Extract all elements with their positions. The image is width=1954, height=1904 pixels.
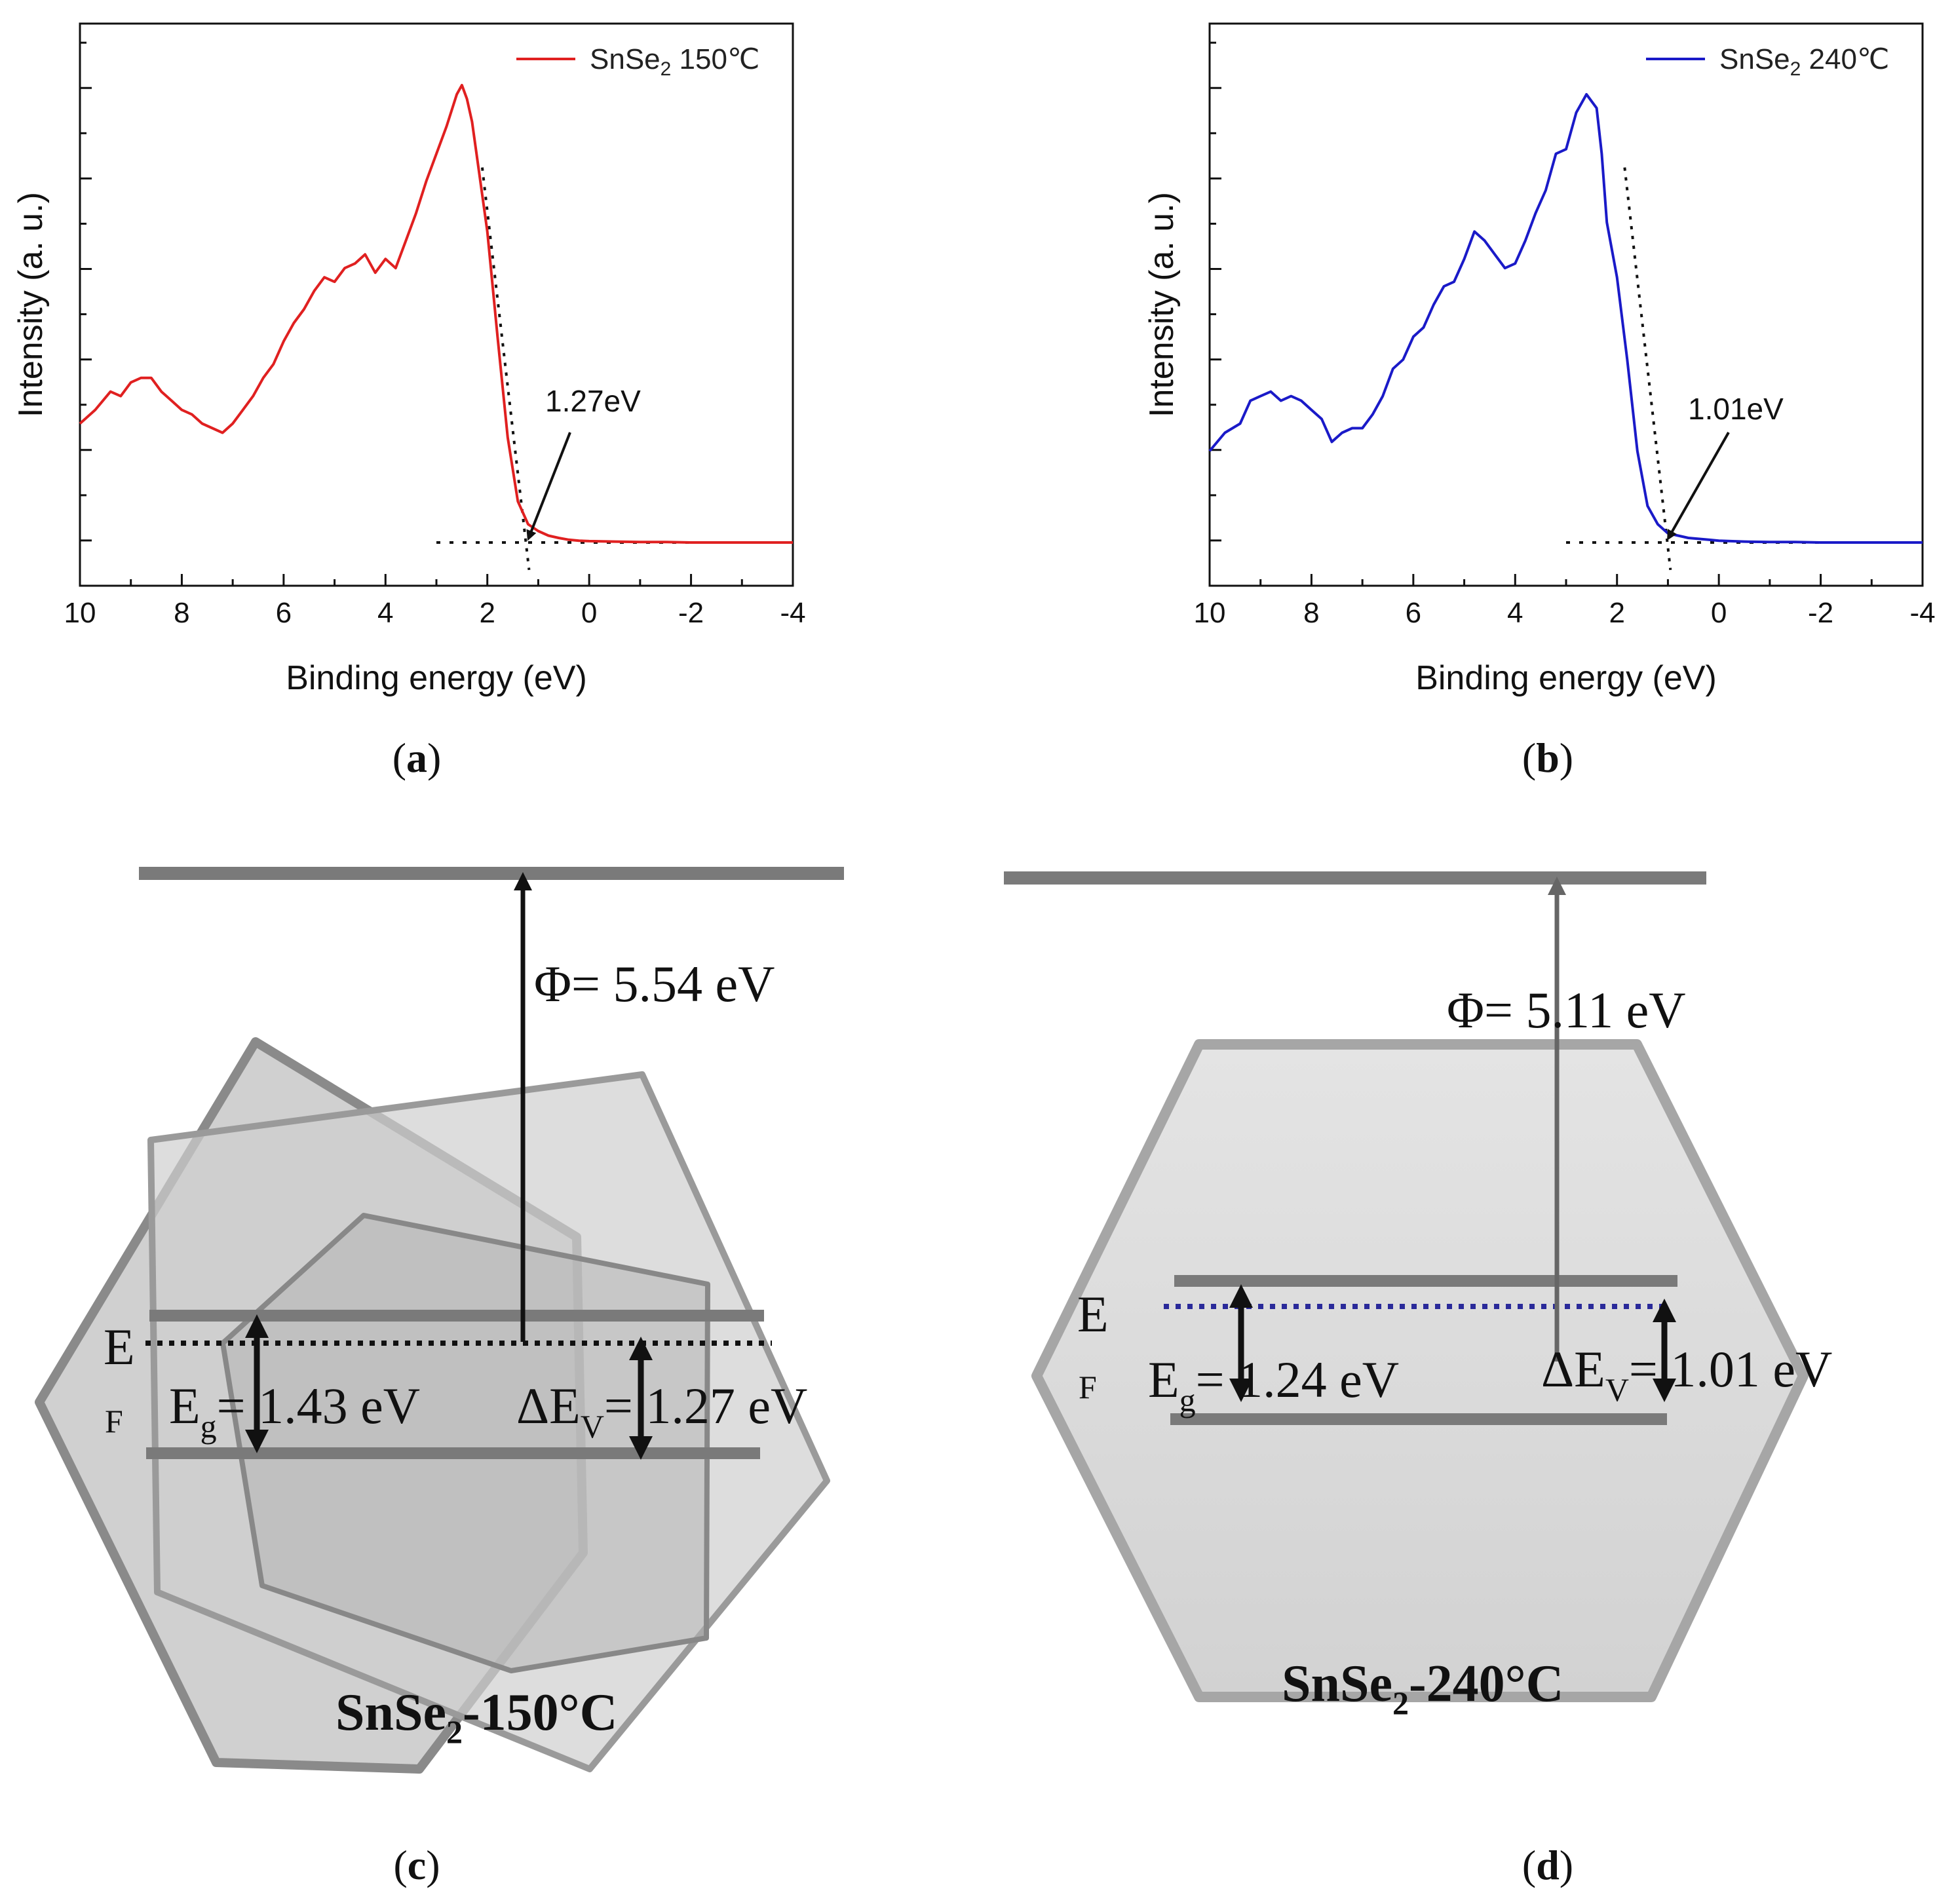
edge-fit-guide-b <box>1623 167 1672 571</box>
x-tick-label: 2 <box>1609 597 1624 629</box>
fermi-label-d: E <box>1077 1285 1109 1342</box>
x-tick-label: -4 <box>780 597 805 629</box>
legend-label-b: SnSe2 240℃ <box>1719 43 1889 80</box>
x-tick-label: -4 <box>1909 597 1935 629</box>
x-axis-title-a: Binding energy (eV) <box>286 659 587 697</box>
panel-label-b: (b) <box>1522 734 1573 781</box>
x-tick-label: 0 <box>581 597 597 629</box>
x-tick-label: -2 <box>1808 597 1833 629</box>
panel-label-d: (d) <box>1522 1842 1573 1888</box>
x-tick-label: 8 <box>1303 597 1319 629</box>
annotation-arrow-b <box>1667 432 1730 541</box>
band-diagram-d: Φ= 5.11 eV E F Eg= 1.24 eV ΔEV= 1.01 eV … <box>1004 871 1832 1888</box>
bandgap-label-c: Eg= 1.43 eV <box>169 1377 420 1445</box>
x-tick-label: 10 <box>64 597 96 629</box>
panel-label-a: (a) <box>393 734 442 781</box>
plot-frame-b <box>1208 22 1924 587</box>
x-tick-label: 0 <box>1711 597 1727 629</box>
y-axis-title-a: Intensity (a. u.) <box>12 192 50 417</box>
x-tick-label: 6 <box>1406 597 1421 629</box>
valence-offset-label-c: ΔEV= 1.27 eV <box>516 1377 807 1445</box>
crystal-flakes-c <box>35 1037 830 1774</box>
bandgap-label-d: Eg= 1.24 eV <box>1148 1351 1399 1418</box>
x-tick-label: 8 <box>174 597 189 629</box>
fermi-sub-c: F <box>105 1403 123 1439</box>
chart-panel-a: 10 8 6 4 2 0 -2 -4 SnSe2 150℃ 1.27eV Intensity … <box>12 22 806 781</box>
chart-panel-b: 10 8 6 4 2 0 -2 -4 SnSe2 240℃ 1.01eV Intensity … <box>1143 22 1936 781</box>
annotation-arrow-a <box>526 432 571 541</box>
annotation-label-b: 1.01eV <box>1688 392 1784 426</box>
fermi-label-c: E <box>104 1318 135 1375</box>
work-function-label-d: Φ= 5.11 eV <box>1447 981 1686 1038</box>
x-ticks-a: 10 8 6 4 2 0 -2 -4 <box>64 574 806 629</box>
x-tick-label: 10 <box>1194 597 1226 629</box>
x-tick-label: 6 <box>276 597 292 629</box>
crystal-hexagon-d <box>1031 1039 1809 1702</box>
plot-frame-a <box>79 22 794 587</box>
fermi-sub-d: F <box>1079 1369 1097 1405</box>
sample-label-d: SnSe2-240°C <box>1282 1655 1563 1721</box>
x-tick-label: 2 <box>479 597 495 629</box>
x-tick-label: -2 <box>678 597 704 629</box>
work-function-label-c: Φ= 5.54 eV <box>534 955 775 1012</box>
series-line-snse2-150 <box>79 84 793 544</box>
x-tick-label: 4 <box>377 597 393 629</box>
y-ticks-a <box>80 41 92 542</box>
x-tick-label: 4 <box>1507 597 1523 629</box>
valence-offset-label-d: ΔEV= 1.01 eV <box>1541 1341 1832 1408</box>
y-ticks-b <box>1210 41 1221 542</box>
y-axis-title-b: Intensity (a. u.) <box>1143 192 1181 417</box>
band-diagram-c: Φ= 5.54 eV E F Eg= 1.43 eV ΔEV= 1.27 eV … <box>35 867 844 1888</box>
sample-label-c: SnSe2-150°C <box>335 1684 617 1750</box>
panel-label-c: (c) <box>393 1842 440 1888</box>
x-ticks-b: 10 8 6 4 2 0 -2 -4 <box>1194 574 1936 629</box>
legend-label-a: SnSe2 150℃ <box>590 43 759 80</box>
annotation-label-a: 1.27eV <box>545 384 641 418</box>
x-axis-title-b: Binding energy (eV) <box>1415 659 1717 697</box>
series-line-snse2-240 <box>1208 93 1923 544</box>
